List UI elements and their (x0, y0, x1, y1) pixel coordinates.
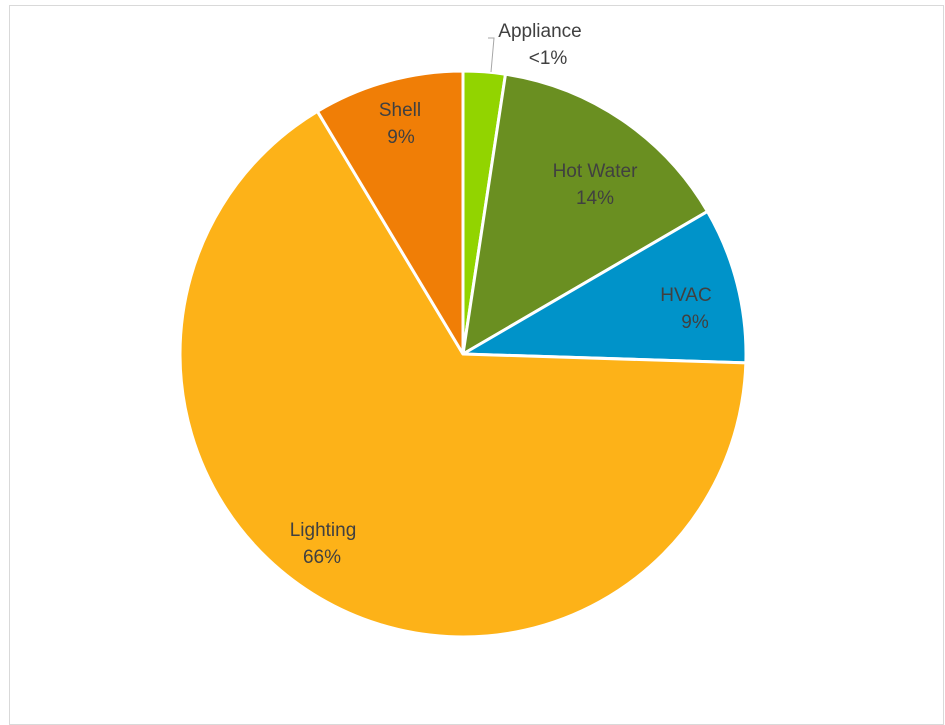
data-labels: Appliance <1% Hot Water 14% HVAC 9% Ligh… (290, 21, 712, 568)
label-shell-name: Shell (379, 100, 421, 121)
label-appliance-name: Appliance (498, 21, 581, 42)
label-hvac-value: 9% (681, 312, 709, 333)
pie-chart: Appliance <1% Hot Water 14% HVAC 9% Ligh… (178, 21, 748, 639)
leader-line-appliance (488, 37, 495, 73)
label-lighting-value: 66% (303, 547, 341, 568)
label-hvac-name: HVAC (660, 285, 711, 306)
label-appliance-value: <1% (529, 48, 568, 69)
slice-hot-water (461, 72, 709, 356)
label-hot-water-value: 14% (576, 188, 614, 209)
label-hot-water-name: Hot Water (553, 161, 638, 182)
pie-slices (178, 69, 748, 639)
slice-hvac (461, 209, 748, 365)
label-lighting-name: Lighting (290, 520, 357, 541)
label-shell-value: 9% (387, 127, 415, 148)
slice-lighting (178, 109, 748, 639)
slice-shell (315, 69, 465, 356)
leader-lines (488, 37, 495, 73)
